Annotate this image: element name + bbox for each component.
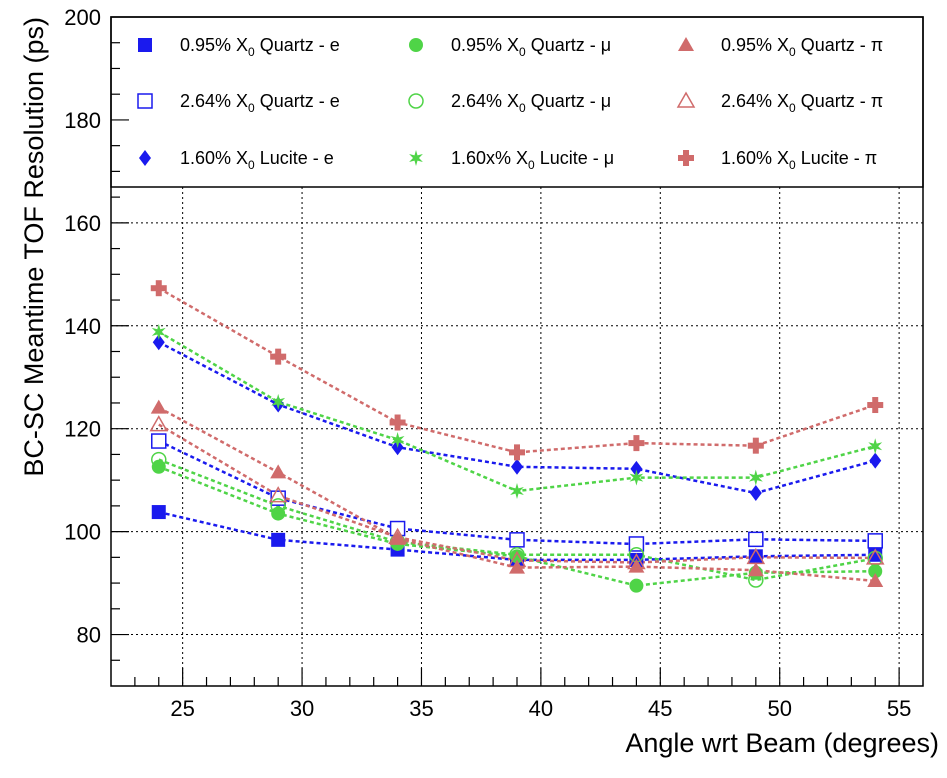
legend-item: 2.64% X0 Quartz - μ bbox=[408, 91, 611, 115]
legend-item: 0.95% X0 Quartz - e bbox=[138, 35, 340, 59]
legend-label: 1.60% X0 Lucite - e bbox=[180, 148, 334, 172]
y-tick-label: 180 bbox=[64, 108, 101, 133]
legend-label: 2.64% X0 Quartz - π bbox=[721, 91, 883, 115]
legend-marker bbox=[678, 150, 694, 166]
data-point bbox=[748, 469, 763, 486]
legend-item: 1.60% X0 Lucite - π bbox=[678, 148, 877, 172]
data-points-layer bbox=[149, 280, 885, 593]
x-tick-label: 30 bbox=[290, 696, 314, 721]
x-axis-label: Angle wrt Beam (degrees) bbox=[625, 728, 939, 758]
legend-item: 1.60% X0 Lucite - e bbox=[139, 148, 334, 172]
data-point bbox=[868, 547, 883, 562]
data-point bbox=[389, 414, 406, 431]
legend-label: 2.64% X0 Quartz - e bbox=[180, 91, 340, 115]
legend-marker bbox=[138, 38, 152, 52]
legend-label: 2.64% X0 Quartz - μ bbox=[451, 91, 611, 115]
data-point bbox=[867, 533, 883, 549]
y-tick-label: 160 bbox=[64, 211, 101, 236]
data-point bbox=[629, 469, 644, 486]
legend-marker bbox=[408, 93, 424, 109]
data-point bbox=[390, 432, 405, 448]
x-tick-label: 25 bbox=[170, 696, 194, 721]
y-tick-label: 100 bbox=[64, 520, 101, 545]
legend-item: 0.95% X0 Quartz - μ bbox=[409, 35, 611, 59]
data-point bbox=[389, 530, 406, 545]
y-axis-label: BC-SC Meantime TOF Resolution (ps) bbox=[19, 17, 49, 477]
data-point bbox=[149, 415, 169, 432]
x-tick-label: 40 bbox=[529, 696, 553, 721]
data-point bbox=[509, 532, 525, 548]
legend-marker bbox=[676, 91, 696, 108]
data-point bbox=[268, 486, 288, 503]
legend-item: 0.95% X0 Quartz - π bbox=[678, 35, 883, 59]
x-tick-label: 35 bbox=[409, 696, 433, 721]
data-point bbox=[868, 438, 883, 455]
data-point bbox=[151, 505, 166, 520]
legend-marker bbox=[139, 150, 151, 166]
x-tick-label: 45 bbox=[648, 696, 672, 721]
legend-marker bbox=[137, 93, 153, 109]
axes: 25 30 35 40 45 50 55 80 100 120 140 160 180 200 bbox=[64, 5, 911, 721]
legend-label: 0.95% X0 Quartz - μ bbox=[451, 35, 611, 59]
legend-item: 2.64% X0 Quartz - π bbox=[676, 91, 883, 115]
legend-box bbox=[110, 16, 924, 188]
legend-marker bbox=[409, 38, 423, 52]
data-point bbox=[629, 578, 644, 593]
data-point bbox=[151, 323, 166, 340]
data-point bbox=[151, 451, 167, 468]
data-point bbox=[747, 562, 764, 577]
data-point bbox=[747, 437, 764, 454]
legend-label: 1.60x% X0 Lucite - μ bbox=[451, 148, 614, 172]
legend-label: 0.95% X0 Quartz - e bbox=[180, 35, 340, 59]
data-point bbox=[869, 452, 882, 469]
data-point bbox=[510, 483, 524, 499]
data-point bbox=[627, 552, 646, 570]
data-point bbox=[748, 549, 763, 564]
data-point bbox=[150, 399, 167, 414]
y-tick-label: 120 bbox=[64, 417, 101, 442]
legend-item: 1.60x% X0 Lucite - μ bbox=[409, 148, 614, 172]
data-point bbox=[628, 435, 645, 452]
y-tick-label: 80 bbox=[77, 623, 101, 648]
data-point bbox=[868, 564, 883, 579]
data-point bbox=[388, 527, 407, 545]
x-tick-label: 50 bbox=[767, 696, 791, 721]
data-point bbox=[270, 348, 287, 365]
data-point bbox=[748, 531, 764, 548]
x-tick-label: 55 bbox=[887, 696, 911, 721]
data-point bbox=[511, 458, 523, 475]
data-point bbox=[867, 397, 884, 414]
data-point bbox=[509, 444, 525, 461]
series-line bbox=[158, 287, 876, 454]
legend-marker bbox=[409, 150, 423, 166]
legend-marker bbox=[678, 37, 694, 51]
y-tick-label: 200 bbox=[64, 5, 101, 30]
legend-item: 2.64% X0 Quartz - e bbox=[137, 91, 340, 115]
data-point bbox=[867, 573, 884, 588]
data-point bbox=[630, 460, 643, 477]
legend: 0.95% X0 Quartz - e 0.95% X0 Quartz - μ 0.… bbox=[137, 35, 883, 172]
legend-label: 0.95% X0 Quartz - π bbox=[721, 35, 883, 59]
data-point bbox=[749, 485, 762, 502]
data-point bbox=[270, 464, 287, 479]
legend-label: 1.60% X0 Lucite - π bbox=[721, 148, 877, 172]
data-point bbox=[271, 393, 286, 410]
data-point bbox=[507, 550, 527, 568]
y-tick-label: 140 bbox=[64, 314, 101, 339]
data-point bbox=[271, 532, 286, 547]
data-point bbox=[270, 498, 286, 514]
data-point bbox=[152, 334, 165, 351]
data-point bbox=[150, 280, 167, 297]
data-point bbox=[151, 433, 167, 449]
data-point bbox=[628, 536, 645, 552]
data-point bbox=[867, 550, 883, 567]
data-point bbox=[746, 547, 766, 565]
data-point bbox=[865, 548, 885, 565]
